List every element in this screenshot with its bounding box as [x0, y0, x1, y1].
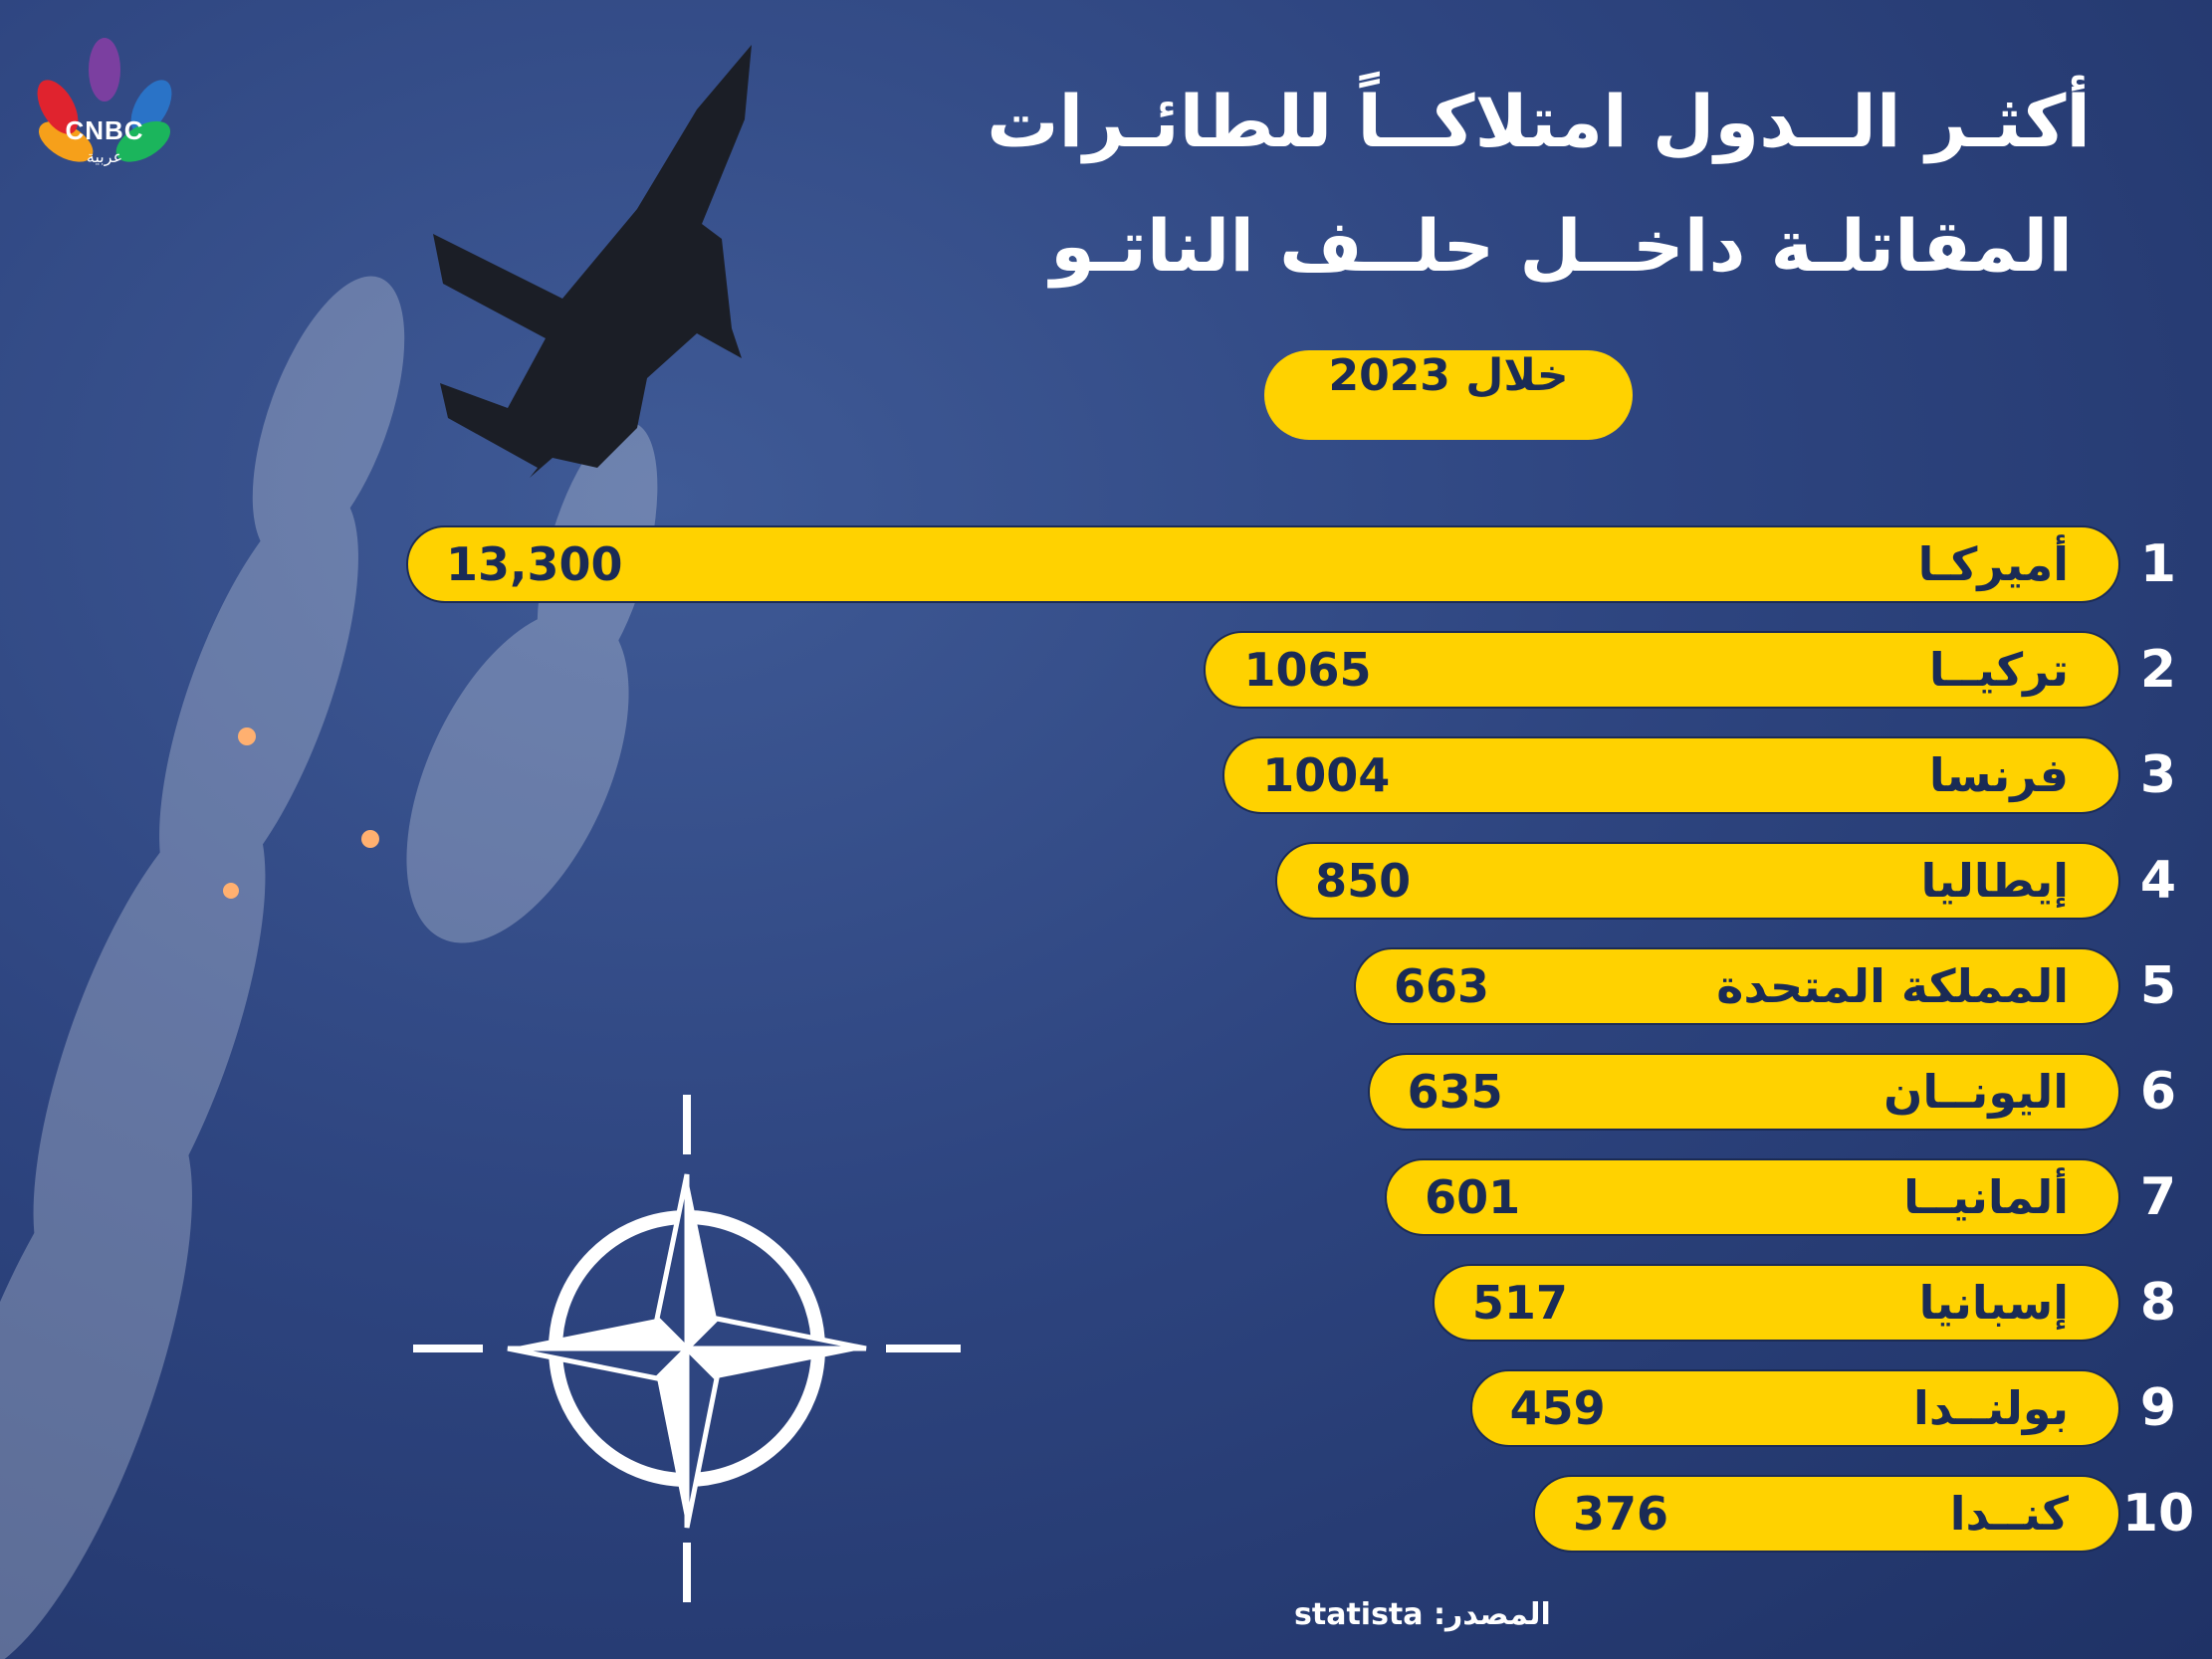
bar-3	[1222, 736, 2120, 814]
bar-7	[1385, 1158, 2120, 1236]
bar-category-label: إسبانيا	[1918, 1276, 2069, 1330]
rank-number: 2	[2139, 640, 2177, 700]
rank-number: 8	[2139, 1273, 2177, 1333]
bar-category-label: إيطاليا	[1920, 854, 2069, 908]
bar-9	[1469, 1369, 2120, 1447]
bar-4	[1275, 842, 2120, 920]
bar-value-label: 601	[1425, 1170, 1521, 1224]
bar-category-label: المملكة المتحدة	[1716, 959, 2069, 1013]
rank-number: 1	[2139, 534, 2177, 594]
bar-category-label: أميركـا	[1917, 537, 2069, 591]
nato-star-icon	[413, 1095, 961, 1602]
bar-category-label: تركيــا	[1928, 643, 2069, 697]
bar-value-label: 635	[1407, 1065, 1503, 1119]
source-label: المصدر: statista	[1294, 1597, 1551, 1632]
rank-number: 3	[2139, 745, 2177, 805]
cnbc-logo-text: CNBC	[65, 115, 144, 145]
rank-number: 9	[2139, 1378, 2177, 1438]
chart-title-line-1: أكثـر الــدول امتلاكــاً للطائـرات	[987, 80, 2091, 163]
bar-10	[1533, 1475, 2120, 1553]
bar-category-label: فرنسا	[1928, 748, 2069, 802]
bar-value-label: 850	[1315, 854, 1412, 908]
bar-1	[406, 525, 2120, 603]
rank-number: 6	[2139, 1062, 2177, 1122]
bar-value-label: 1004	[1262, 748, 1391, 802]
bar-value-label: 517	[1471, 1276, 1568, 1330]
bar-value-label: 376	[1573, 1487, 1669, 1541]
bar-value-label: 13,300	[446, 537, 623, 591]
bar-category-label: كنــدا	[1949, 1487, 2069, 1541]
bar-value-label: 663	[1393, 959, 1489, 1013]
bar-category-label: ألمانيــا	[1903, 1170, 2069, 1224]
period-badge: خلال 2023	[1264, 350, 1633, 440]
bar-category-label: بولنــدا	[1913, 1381, 2069, 1435]
cnbc-logo-subtitle: عربية	[86, 147, 123, 166]
bar-category-label: اليونــان	[1883, 1065, 2069, 1119]
fighter-jet-icon	[433, 45, 752, 478]
rank-number: 4	[2139, 851, 2177, 911]
bar-value-label: 1065	[1243, 643, 1372, 697]
bar-value-label: 459	[1509, 1381, 1606, 1435]
chart-title-line-2: المقاتلـة داخــل حلــف الناتـو	[1050, 204, 2073, 288]
rank-number: 10	[2121, 1484, 2195, 1544]
cnbc-peacock-icon	[37, 38, 172, 162]
bar-5	[1353, 947, 2120, 1025]
smoke-trails	[0, 276, 658, 1659]
flares	[223, 727, 379, 899]
bar-8	[1432, 1264, 2120, 1342]
rank-number: 5	[2139, 956, 2177, 1016]
rank-number: 7	[2139, 1167, 2177, 1227]
bar-2	[1204, 631, 2120, 709]
bar-6	[1367, 1053, 2120, 1131]
